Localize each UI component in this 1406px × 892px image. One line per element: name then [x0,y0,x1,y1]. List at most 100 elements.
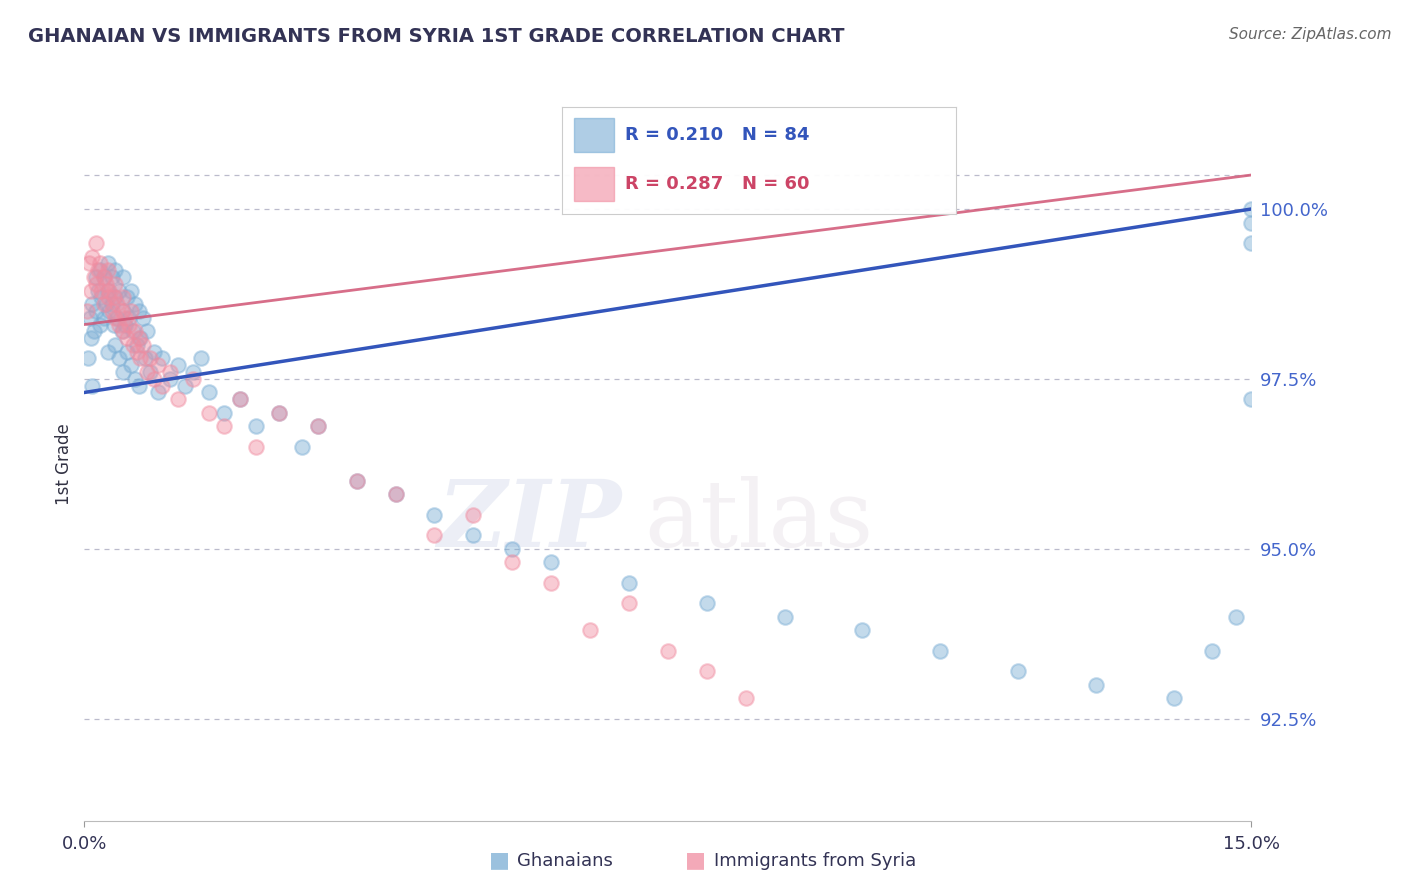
Point [214,419,236,434]
Text: Immigrants from Syria: Immigrants from Syria [714,852,917,870]
Point [79,284,101,298]
Point [76,304,98,318]
Point [108,318,131,332]
Point [124,324,146,338]
Point [108,351,131,366]
Point [267,406,290,420]
Point [1163,691,1185,706]
Point [79,331,101,345]
Point [84,304,107,318]
Point [291,440,314,454]
Point [100,297,122,311]
Point [346,474,368,488]
Point [851,624,873,638]
Point [97,256,120,270]
Point [128,304,150,318]
Point [112,304,135,318]
Point [93,269,115,284]
Point [84,269,107,284]
Point [89,256,111,270]
Point [540,575,562,590]
Point [267,406,290,420]
Point [198,385,221,400]
Point [115,344,138,359]
Text: Source: ZipAtlas.com: Source: ZipAtlas.com [1229,27,1392,42]
Text: ZIP: ZIP [437,476,621,566]
Point [423,528,446,542]
Point [87,263,110,277]
Point [112,324,135,338]
Point [93,310,115,325]
Point [90,284,112,298]
Point [143,344,166,359]
Point [229,392,252,407]
Point [143,372,166,386]
Point [1240,216,1263,230]
Point [120,359,142,373]
Point [90,290,112,304]
Point [84,235,107,250]
Point [108,284,131,298]
Point [132,338,155,352]
Point [112,365,135,379]
Point [82,250,104,264]
Point [617,596,640,610]
Y-axis label: 1st Grade: 1st Grade [55,423,73,505]
Point [97,344,120,359]
Point [150,378,173,392]
Point [773,609,796,624]
Point [159,372,181,386]
Point [97,284,120,298]
Point [94,297,117,311]
Point [129,351,152,366]
Point [114,310,136,325]
Point [501,541,523,556]
Point [501,555,523,569]
Text: R = 0.210   N = 84: R = 0.210 N = 84 [626,126,810,144]
Point [87,284,110,298]
Point [245,440,267,454]
Point [129,331,152,345]
Point [132,310,155,325]
Text: R = 0.287   N = 60: R = 0.287 N = 60 [626,175,810,193]
Point [93,297,115,311]
Point [77,256,100,270]
Point [734,691,756,706]
Point [115,331,138,345]
Point [89,318,111,332]
Point [540,555,562,569]
Point [77,351,100,366]
Point [100,269,122,284]
Point [198,406,221,420]
Bar [574,167,613,202]
Point [135,365,157,379]
Point [124,297,146,311]
Text: atlas: atlas [644,476,873,566]
Point [159,365,181,379]
Point [111,304,134,318]
Point [82,378,104,392]
Point [84,277,107,291]
Point [94,277,117,291]
Point [148,359,170,373]
Point [1240,202,1263,216]
Point [111,324,134,338]
Point [121,338,143,352]
Point [696,596,718,610]
Point [166,359,188,373]
Point [118,310,141,325]
Point [384,487,406,501]
Point [128,331,150,345]
Point [1225,609,1247,624]
Point [384,487,406,501]
Point [150,351,173,366]
Point [617,575,640,590]
Point [929,644,952,658]
Point [181,365,204,379]
Point [104,277,127,291]
Point [1240,392,1263,407]
Point [89,263,111,277]
Point [127,344,149,359]
Point [114,318,136,332]
Point [103,318,125,332]
